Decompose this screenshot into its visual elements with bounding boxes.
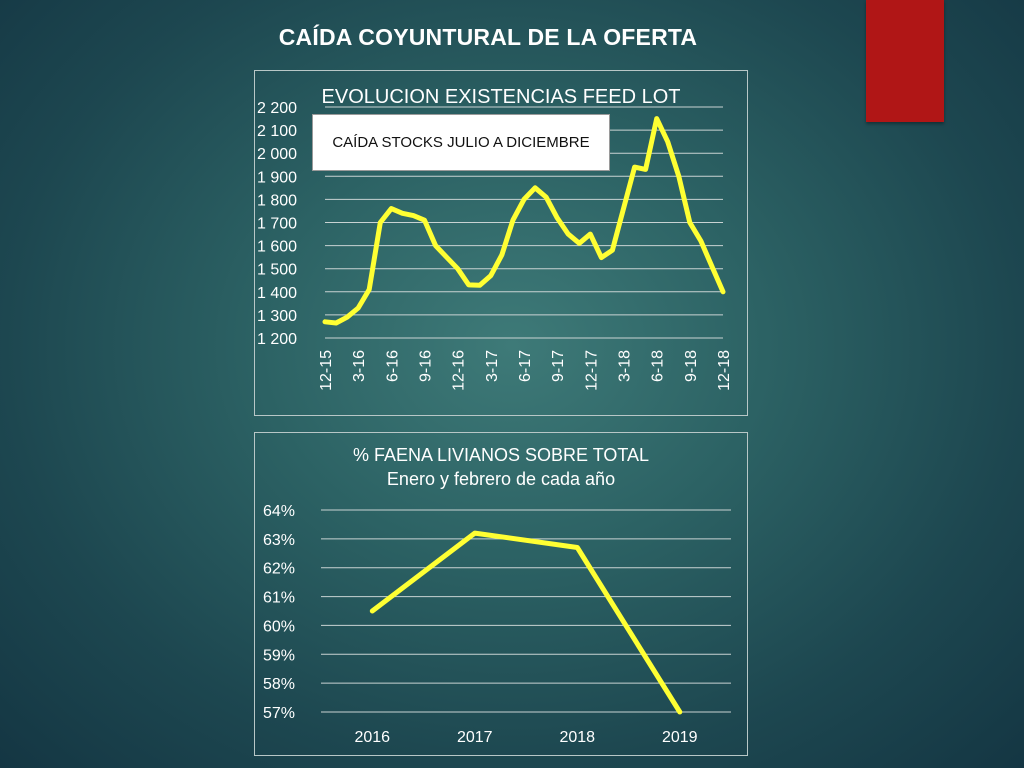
chart2-y-tick: 57% [263,705,295,722]
chart1-x-tick: 12-17 [583,350,600,391]
annotation-box: CAÍDA STOCKS JULIO A DICIEMBRE [312,114,610,171]
chart1-y-tick: 1 600 [257,239,297,256]
chart1-y-tick: 1 800 [257,192,297,209]
red-accent-bar [866,0,944,122]
chart1-x-tick: 6-16 [384,350,401,382]
chart1-x-tick: 12-18 [716,350,733,391]
feedlot-stock-chart-svg: EVOLUCION EXISTENCIAS FEED LOT 1 200 1 300… [257,86,733,391]
annotation-text: CAÍDA STOCKS JULIO A DICIEMBRE [332,133,590,151]
chart2-y-tick: 59% [263,647,295,664]
chart1-x-tick: 3-16 [351,350,368,382]
chart1-x-tick: 9-17 [550,350,567,382]
chart1-title: EVOLUCION EXISTENCIAS FEED LOT [322,86,681,108]
chart1-y-tick: 1 700 [257,216,297,233]
chart2-y-tick: 62% [263,561,295,578]
light-slaughter-chart: % FAENA LIVIANOS SOBRE TOTAL Enero y febr… [254,432,748,756]
light-slaughter-chart-svg: % FAENA LIVIANOS SOBRE TOTAL Enero y febr… [263,445,731,746]
chart1-y-tick: 2 000 [257,146,297,163]
chart2-y-tick: 58% [263,676,295,693]
chart1-y-tick: 1 900 [257,169,297,186]
chart2-y-tick: 63% [263,532,295,549]
chart1-x-tick: 3-17 [484,350,501,382]
chart1-y-tick: 1 400 [257,285,297,302]
chart1-y-tick: 1 500 [257,262,297,279]
chart1-y-tick: 1 300 [257,308,297,325]
chart2-subtitle: Enero y febrero de cada año [387,469,615,489]
chart2-series-line [369,530,683,715]
chart2-x-tick: 2016 [354,729,390,746]
slide-title: CAÍDA COYUNTURAL DE LA OFERTA [278,24,698,50]
chart1-x-tick: 3-18 [617,350,634,382]
feedlot-stock-chart: EVOLUCION EXISTENCIAS FEED LOT 1 200 1 300… [254,70,748,416]
chart1-x-tick: 9-18 [683,350,700,382]
chart1-x-tick: 9-16 [418,350,435,382]
chart1-x-tick: 12-16 [451,350,468,391]
chart2-y-tick: 60% [263,618,295,635]
chart1-y-tick: 2 100 [257,123,297,140]
chart1-y-tick: 1 200 [257,331,297,348]
chart1-series-line [322,116,726,326]
chart2-y-tick: 64% [263,503,295,520]
chart1-x-tick: 6-18 [650,350,667,382]
chart2-x-tick: 2017 [457,729,493,746]
chart1-x-tick: 12-15 [318,350,335,391]
chart1-y-tick: 2 200 [257,100,297,117]
chart1-x-tick: 6-17 [517,350,534,382]
chart2-x-tick: 2019 [662,729,698,746]
chart2-y-tick: 61% [263,590,295,607]
chart2-x-tick: 2018 [559,729,595,746]
chart2-title: % FAENA LIVIANOS SOBRE TOTAL [353,445,649,465]
